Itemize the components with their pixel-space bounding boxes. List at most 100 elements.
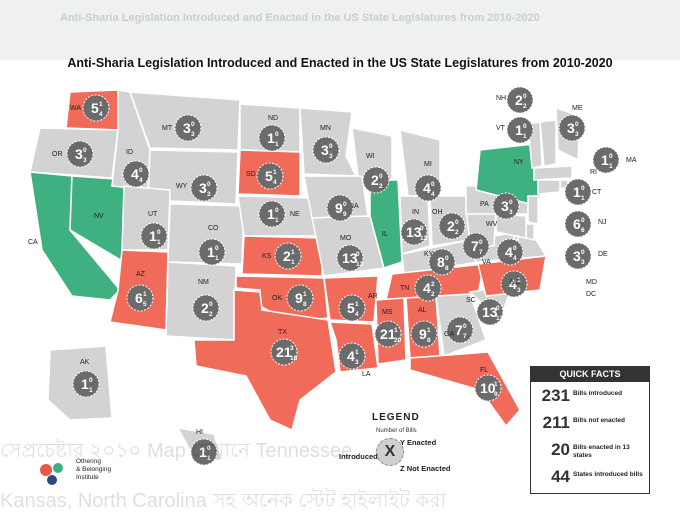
- fact-number: 231: [541, 386, 570, 405]
- state-label-de: DE: [598, 251, 608, 258]
- state-label-ia: IA: [352, 203, 359, 210]
- badge-not-enacted-mi: 4: [431, 191, 435, 198]
- state-label-va: VA: [482, 259, 491, 266]
- badge-mi: [414, 174, 442, 202]
- badge-ok: [286, 284, 314, 312]
- state-label-sc: SC: [466, 297, 476, 304]
- state-label-ak: AK: [80, 359, 90, 366]
- state-label-ga: GA: [444, 331, 454, 338]
- state-de: [525, 223, 535, 241]
- badge-ut: [140, 222, 168, 250]
- badge-mn: [312, 136, 340, 164]
- badge-not-enacted-hi: 1: [207, 455, 211, 462]
- watermark-line-1: সেপ্রচেষ্টার ২০১০ Map যেখানে Tennessee,: [0, 440, 358, 462]
- logo-line-1: Othering: [76, 458, 101, 465]
- badge-introduced-tx: 21: [276, 344, 292, 360]
- badge-introduced-mn: 3: [321, 142, 329, 158]
- state-nh: [539, 119, 557, 167]
- state-label-mt: MT: [162, 125, 173, 132]
- legend-y: Y: [400, 438, 405, 447]
- badge-introduced-ar: 5: [347, 300, 355, 316]
- badge-introduced-az: 6: [135, 290, 143, 306]
- badge-introduced-de: 3: [573, 248, 581, 264]
- state-label-tn: TN: [400, 285, 409, 292]
- badge-enacted-ar: 1: [355, 301, 359, 308]
- badge-enacted-nh: 0: [523, 93, 527, 100]
- badge-introduced-in: 13: [406, 224, 422, 240]
- badge-enacted-oh: 0: [455, 219, 459, 226]
- logo-line-2: & Belonging: [76, 466, 112, 473]
- state-label-mi: MI: [424, 161, 432, 168]
- state-label-oh: OH: [432, 209, 443, 216]
- badge-wv: [462, 232, 490, 260]
- badge-enacted-sd: 1: [273, 169, 277, 176]
- badge-not-enacted-wv: 7: [479, 249, 483, 256]
- badge-enacted-fl: 1: [494, 381, 498, 388]
- badge-not-enacted-la: 3: [355, 359, 359, 366]
- badge-not-enacted-ok: 8: [303, 301, 307, 308]
- badge-not-enacted-me: 3: [575, 131, 579, 138]
- badge-mo: [336, 244, 364, 272]
- badge-enacted-co: 0: [215, 245, 219, 252]
- badge-introduced-ma: 1: [601, 152, 609, 168]
- badge-not-enacted-vt: 1: [523, 133, 527, 140]
- quick-facts-header: QUICK FACTS: [531, 367, 649, 382]
- badge-enacted-hi: 0: [207, 445, 211, 452]
- badge-enacted-ct: 0: [581, 185, 585, 192]
- quick-facts-panel: QUICK FACTS 231 Bills introduced 211 Bil…: [530, 366, 650, 494]
- badge-in: [400, 218, 428, 246]
- badge-enacted-va: 0: [513, 245, 517, 252]
- state-tx: [193, 289, 337, 432]
- badge-introduced-hi: 1: [199, 444, 207, 460]
- badge-enacted-tn: 2: [431, 281, 435, 288]
- badge-introduced-nc: 4: [509, 276, 517, 292]
- state-label-az: AZ: [136, 271, 146, 278]
- badge-not-enacted-mn: 3: [329, 153, 333, 160]
- badge-enacted-pa: 0: [509, 199, 513, 206]
- badge-mt: [174, 114, 202, 142]
- state-label-wi: WI: [366, 153, 375, 160]
- badge-tx: [270, 338, 298, 366]
- badge-not-enacted-ms: 20: [394, 337, 402, 344]
- badge-enacted-az: 1: [143, 291, 147, 298]
- badge-enacted-nm: 0: [209, 301, 213, 308]
- state-label-ok: OK: [272, 295, 282, 302]
- state-label-ct: CT: [592, 189, 602, 196]
- badge-enacted-mi: 0: [431, 181, 435, 188]
- badge-ks: [274, 242, 302, 270]
- badge-not-enacted-tn: 2: [431, 291, 435, 298]
- badge-introduced-me: 3: [567, 120, 575, 136]
- badge-enacted-de: 0: [581, 249, 585, 256]
- badge-introduced-ct: 1: [573, 184, 581, 200]
- state-label-or: OR: [52, 151, 63, 158]
- badge-introduced-ne: 1: [267, 206, 275, 222]
- badge-enacted-wy: 0: [207, 181, 211, 188]
- badge-ms: [374, 320, 402, 348]
- badge-not-enacted-nj: 6: [581, 227, 585, 234]
- badge-enacted-tx: 3: [290, 345, 294, 352]
- badge-introduced-ak: 1: [81, 376, 89, 392]
- state-ma: [533, 165, 573, 181]
- badge-enacted-mo: 0: [356, 251, 360, 258]
- badge-not-enacted-sc: 13: [496, 315, 504, 322]
- badge-introduced-wv: 7: [471, 238, 479, 254]
- state-label-ar: AR: [368, 293, 378, 300]
- badge-enacted-wa: 1: [99, 101, 103, 108]
- badge-enacted-ks: 1: [291, 249, 295, 256]
- badge-not-enacted-oh: 2: [455, 229, 459, 236]
- badge-ga: [446, 316, 474, 344]
- badge-enacted-me: 0: [575, 121, 579, 128]
- badge-pa: [492, 192, 520, 220]
- state-md: [495, 213, 527, 239]
- fact-row: 44 States introduced bills: [531, 465, 649, 491]
- state-label-wa: WA: [70, 105, 81, 112]
- badge-enacted-ak: 0: [89, 377, 93, 384]
- badge-fl: [474, 374, 502, 402]
- fact-label: Bills enacted in 13 states: [573, 444, 630, 459]
- badge-introduced-nj: 6: [573, 216, 581, 232]
- watermark-line-2: Kansas, North Carolina সহ অনেক স্টেট হাই…: [0, 490, 447, 512]
- state-label-al: AL: [418, 307, 427, 314]
- state-label-dc: DC: [586, 291, 596, 298]
- badge-ma: [592, 146, 620, 174]
